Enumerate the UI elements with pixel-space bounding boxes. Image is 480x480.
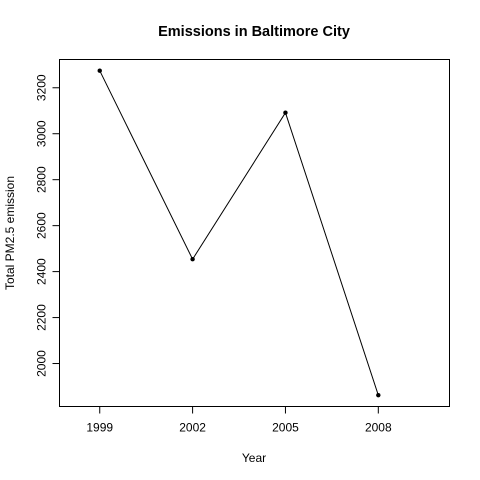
x-tick-label: 2008 — [365, 421, 392, 435]
x-tick-label: 2005 — [272, 421, 299, 435]
data-point-1999 — [97, 68, 102, 73]
y-tick-label: 2600 — [35, 212, 49, 239]
y-tick-label: 2400 — [35, 258, 49, 285]
x-tick-label: 2002 — [179, 421, 206, 435]
series-line — [99, 70, 379, 396]
series-layer — [97, 68, 381, 398]
x-axis-label: Year — [242, 451, 266, 465]
y-axis: 2000 2200 2400 2600 2800 3000 3200 — [35, 74, 60, 377]
data-point-2008 — [376, 392, 381, 398]
y-tick-label: 2200 — [35, 304, 49, 331]
data-point-2002 — [190, 257, 195, 262]
x-axis: 1999 2002 2005 2008 — [86, 406, 392, 435]
data-point-2005 — [283, 110, 288, 115]
plot-frame — [59, 59, 450, 407]
y-tick-label: 2000 — [35, 350, 49, 377]
y-tick-label: 2800 — [35, 166, 49, 193]
x-tick-label: 1999 — [86, 421, 113, 435]
y-tick-label: 3000 — [35, 120, 49, 147]
y-axis-label: Total PM2.5 emission — [3, 176, 17, 290]
chart-title: Emissions in Baltimore City — [158, 24, 350, 40]
y-tick-label: 3200 — [35, 74, 49, 101]
